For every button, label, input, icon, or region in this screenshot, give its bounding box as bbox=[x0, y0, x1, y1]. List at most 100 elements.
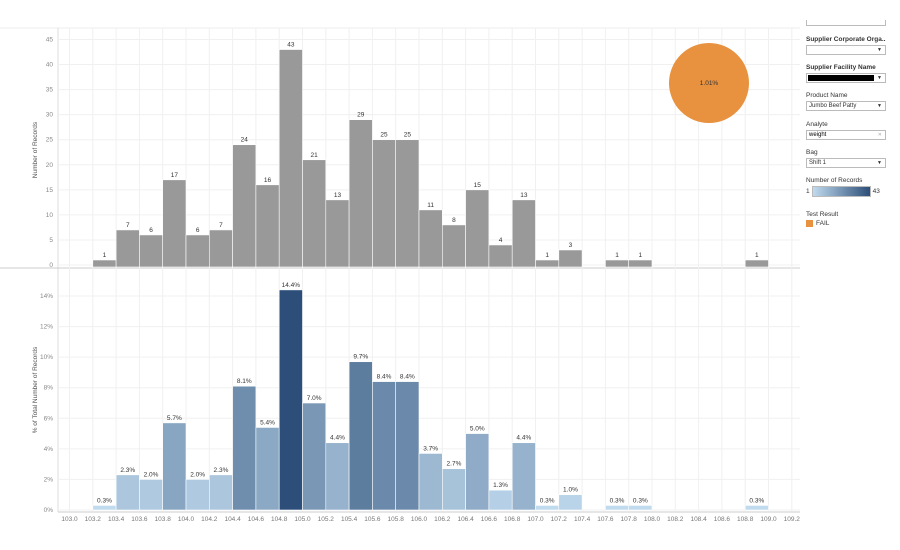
bar-label: 8.4% bbox=[377, 374, 392, 381]
y-tick-label: 0% bbox=[44, 507, 54, 514]
percent-bar bbox=[488, 489, 513, 511]
bar-label: 3.7% bbox=[423, 445, 438, 452]
clear-icon[interactable]: ✕ bbox=[877, 132, 882, 138]
redacted-value bbox=[808, 75, 874, 81]
x-tick-label: 107.8 bbox=[621, 516, 638, 523]
bar-label: 17 bbox=[171, 172, 179, 179]
bar-label: 13 bbox=[520, 192, 528, 199]
x-tick-label: 109.2 bbox=[784, 516, 800, 523]
analyte-input[interactable]: weight ✕ bbox=[806, 130, 886, 140]
percent-bar bbox=[535, 505, 560, 511]
bar-label: 43 bbox=[287, 42, 295, 49]
x-tick-label: 105.0 bbox=[294, 516, 311, 523]
percent-bar bbox=[92, 505, 117, 511]
percent-bar bbox=[278, 289, 303, 511]
percent-bar bbox=[325, 442, 350, 511]
percent-bar bbox=[209, 474, 233, 511]
count-bar bbox=[744, 259, 769, 268]
x-tick-label: 108.0 bbox=[644, 516, 661, 523]
x-tick-label: 107.6 bbox=[597, 516, 614, 523]
filter-label: Product Name bbox=[806, 92, 848, 99]
count-bar bbox=[209, 229, 233, 268]
count-bar bbox=[488, 244, 513, 268]
legend-item-fail[interactable]: FAIL bbox=[806, 220, 886, 227]
percent-bar bbox=[115, 474, 140, 511]
x-tick-label: 104.0 bbox=[178, 516, 195, 523]
legend-title: Test Result bbox=[806, 211, 839, 218]
pie-fail bbox=[669, 43, 749, 123]
percent-bar bbox=[162, 422, 187, 511]
x-tick-label: 106.0 bbox=[411, 516, 428, 523]
product-dropdown[interactable]: Jumbo Beef Patty ▼ bbox=[806, 101, 886, 111]
chevron-down-icon: ▼ bbox=[877, 103, 882, 109]
percent-bar bbox=[511, 442, 536, 511]
bar-label: 8 bbox=[452, 217, 456, 224]
count-bar bbox=[92, 259, 117, 268]
percent-bar bbox=[185, 479, 210, 511]
bar-label: 7 bbox=[126, 222, 130, 229]
x-tick-label: 103.4 bbox=[108, 516, 125, 523]
count-bar bbox=[115, 229, 140, 268]
x-tick-label: 105.4 bbox=[341, 516, 358, 523]
supplier-org-dropdown[interactable]: ▼ bbox=[806, 45, 886, 55]
x-tick-label: 103.6 bbox=[131, 516, 148, 523]
bar-label: 1 bbox=[639, 252, 643, 259]
top-filter-box[interactable] bbox=[806, 20, 886, 26]
percent-bar bbox=[441, 468, 466, 511]
count-bar bbox=[302, 159, 327, 268]
legend-title: Number of Records bbox=[806, 177, 863, 184]
count-bar bbox=[325, 199, 350, 268]
x-tick-label: 106.8 bbox=[504, 516, 521, 523]
bar-label: 5.7% bbox=[167, 415, 182, 422]
bar-label: 1 bbox=[755, 252, 759, 259]
bar-label: 4 bbox=[499, 237, 503, 244]
facility-dropdown[interactable]: ▼ bbox=[806, 73, 886, 83]
percent-bar bbox=[395, 381, 420, 511]
y-tick-label: 10 bbox=[46, 212, 54, 219]
y-tick-label: 30 bbox=[46, 112, 54, 119]
bar-label: 7.0% bbox=[307, 395, 322, 402]
histogram-chart: 103.0 103.2 103.4 103.6 103.8 104.0 104.2 104.4… bbox=[0, 27, 800, 523]
x-tick-label: 107.2 bbox=[551, 516, 568, 523]
bar-label: 0.3% bbox=[610, 497, 625, 504]
y-tick-label: 0 bbox=[49, 262, 53, 269]
y-tick-label: 12% bbox=[40, 324, 53, 331]
x-tick-label: 104.2 bbox=[201, 516, 218, 523]
count-bar bbox=[465, 189, 490, 268]
y-tick-label: 45 bbox=[46, 37, 54, 44]
bar-label: 24 bbox=[241, 137, 249, 144]
fail-swatch bbox=[806, 220, 813, 227]
percent-bar bbox=[232, 385, 257, 511]
bar-label: 1.0% bbox=[563, 487, 578, 494]
bar-label: 2.0% bbox=[144, 471, 159, 478]
bar-label: 2.3% bbox=[120, 467, 135, 474]
x-tick-label: 107.0 bbox=[527, 516, 544, 523]
percent-bar bbox=[255, 427, 280, 511]
y-tick-label: 40 bbox=[46, 62, 54, 69]
x-tick-label: 104.6 bbox=[248, 516, 265, 523]
y-tick-label: 14% bbox=[40, 293, 53, 300]
x-tick-label: 105.2 bbox=[318, 516, 335, 523]
y-tick-label: 20 bbox=[46, 162, 54, 169]
percent-bar bbox=[418, 453, 443, 511]
bar-label: 2.7% bbox=[447, 461, 462, 468]
chevron-down-icon: ▼ bbox=[877, 75, 882, 81]
percent-bar bbox=[744, 505, 769, 511]
bag-dropdown[interactable]: Shift 1 ▼ bbox=[806, 158, 886, 168]
bar-label: 7 bbox=[219, 222, 223, 229]
x-tick-label: 103.0 bbox=[61, 516, 78, 523]
bar-label: 3 bbox=[569, 242, 573, 249]
x-tick-label: 108.4 bbox=[690, 516, 707, 523]
y-tick-label: 15 bbox=[46, 187, 54, 194]
y-tick-label: 2% bbox=[44, 476, 54, 483]
bar-label: 4.4% bbox=[330, 435, 345, 442]
percent-bar bbox=[558, 494, 583, 511]
count-bar bbox=[535, 259, 560, 268]
bar-label: 6 bbox=[149, 227, 153, 234]
y-tick-label: 6% bbox=[44, 415, 54, 422]
x-tick-label: 108.2 bbox=[667, 516, 684, 523]
bar-label: 13 bbox=[334, 192, 342, 199]
count-bar bbox=[418, 209, 443, 268]
bar-label: 1 bbox=[103, 252, 107, 259]
bar-label: 5.0% bbox=[470, 426, 485, 433]
